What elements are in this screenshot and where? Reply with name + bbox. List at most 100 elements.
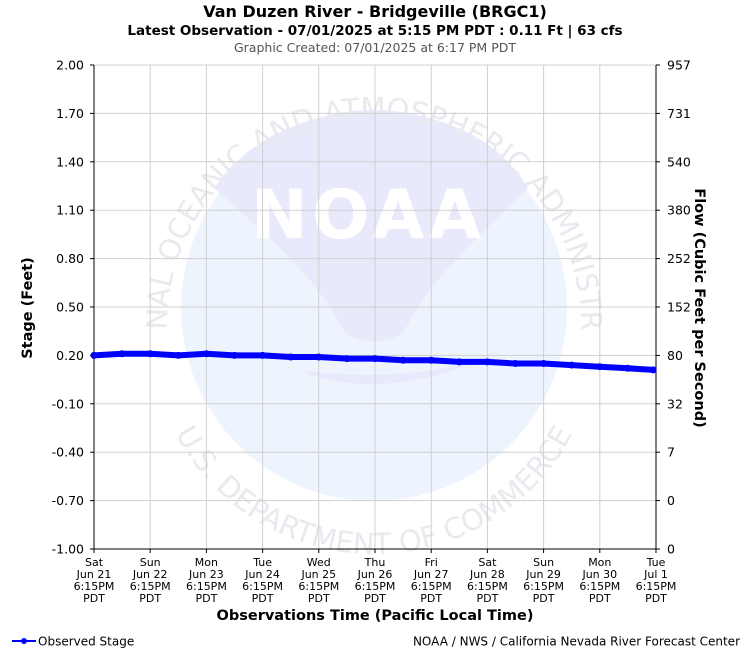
noaa-wave-icon [300,350,500,384]
flow-axis-ticks: 957 731 540 380 252 152 80 32 7 0 0 [656,58,691,557]
x-tick-line: Mon [195,556,218,569]
y-tick-label: 0.80 [56,251,84,266]
y2-tick-label: 957 [667,58,691,73]
noaa-logo-text: NOAA [251,176,485,255]
x-tick-line: PDT [364,592,386,605]
y2-tick-label: 252 [667,251,691,266]
x-tick-line: 6:15PM [523,580,564,593]
y2-tick-label: 731 [667,106,691,121]
data-point [343,355,351,363]
x-tick-line: Jun 28 [469,568,505,581]
y-tick-label: -0.70 [52,493,84,508]
y-tick-label: -0.40 [52,445,84,460]
x-tick-label: Wed Jun 25 6:15PM PDT [298,556,339,605]
data-point [90,351,98,359]
legend: Observed Stage [12,635,134,649]
x-tick-label: Tue Jun 24 6:15PM PDT [242,556,283,605]
y-tick-label: 0.20 [56,348,84,363]
x-tick-line: Jun 27 [413,568,449,581]
y2-tick-label: 80 [667,348,683,363]
y2-tick-label: 32 [667,396,683,411]
x-tick-line: PDT [589,592,611,605]
y-tick-label: -1.00 [52,542,84,557]
y2-tick-label: 152 [667,300,691,315]
x-tick-line: Jun 26 [357,568,393,581]
stage-axis-ticks: 2.00 1.70 1.40 1.10 0.80 0.50 0.20 -0.10 -0.40 -0… [52,58,94,557]
x-tick-line: Jun 23 [188,568,224,581]
x-tick-line: Thu [364,556,386,569]
x-tick-line: Jun 22 [132,568,168,581]
y2-axis-label: Flow (Cubic Feet per Second) [691,188,707,427]
x-tick-label: Sun Jun 29 6:15PM PDT [523,556,564,605]
x-tick-line: Sat [85,556,104,569]
x-tick-line: Tue [252,556,272,569]
y2-tick-label: 0 [667,542,675,557]
x-tick-line: Jul 1 [643,568,668,581]
y-tick-label: 1.70 [56,106,84,121]
y2-tick-label: 0 [667,493,675,508]
data-point [202,350,210,358]
x-axis-label: Observations Time (Pacific Local Time) [217,608,534,624]
x-tick-line: 6:15PM [579,580,620,593]
y-axis-label: Stage (Feet) [20,257,36,359]
x-tick-line: Sun [140,556,161,569]
noaa-gull-icon [214,110,528,342]
data-point [259,351,267,359]
x-tick-line: Jun 30 [581,568,617,581]
x-tick-line: Mon [588,556,611,569]
x-tick-line: PDT [139,592,161,605]
footer-credit: NOAA / NWS / California Nevada River For… [413,635,740,649]
x-tick-label: Mon Jun 30 6:15PM PDT [579,556,620,605]
x-tick-label: Sun Jun 22 6:15PM PDT [130,556,171,605]
data-point [315,353,323,361]
data-point [371,355,379,363]
x-tick-line: 6:15PM [74,580,115,593]
x-tick-line: Wed [307,556,331,569]
x-tick-label: Mon Jun 23 6:15PM PDT [186,556,227,605]
x-tick-label: Fri Jun 27 6:15PM PDT [411,556,452,605]
data-point [649,366,657,374]
x-tick-line: Jun 21 [76,568,112,581]
data-point [399,356,407,364]
latest-observation: Latest Observation - 07/01/2025 at 5:15 … [127,23,622,39]
chart-title: Van Duzen River - Bridgeville (BRGC1) [203,2,547,21]
legend-label: Observed Stage [38,635,134,649]
x-tick-line: 6:15PM [130,580,171,593]
grid [93,64,657,550]
x-tick-label: Thu Jun 26 6:15PM PDT [355,556,396,605]
x-tick-line: PDT [83,592,105,605]
x-tick-line: Jun 25 [300,568,336,581]
data-point [146,350,154,358]
y-tick-label: 2.00 [56,58,84,73]
data-point [512,359,519,367]
x-tick-label: Tue Jul 1 6:15PM PDT [636,556,677,605]
x-tick-line: 6:15PM [636,580,677,593]
x-tick-line: PDT [308,592,330,605]
x-tick-line: Sun [533,556,554,569]
x-tick-line: Tue [646,556,666,569]
y-tick-label: -0.10 [52,396,84,411]
data-point [483,358,491,366]
x-tick-line: PDT [252,592,274,605]
data-point [118,350,126,358]
x-tick-line: PDT [476,592,498,605]
legend-marker [21,638,27,644]
y2-tick-label: 540 [667,154,691,169]
data-point [174,351,182,359]
x-tick-line: Jun 24 [244,568,280,581]
x-tick-line: PDT [420,592,442,605]
y2-tick-label: 7 [667,445,675,460]
y-tick-label: 1.40 [56,154,84,169]
data-point [427,356,435,364]
x-tick-line: 6:15PM [186,580,227,593]
x-tick-line: 6:15PM [355,580,396,593]
data-point [596,363,604,371]
x-tick-line: PDT [533,592,555,605]
series-observed-stage [90,350,657,374]
x-tick-line: 6:15PM [411,580,452,593]
x-tick-line: 6:15PM [242,580,283,593]
graphic-created: Graphic Created: 07/01/2025 at 6:17 PM P… [234,40,516,55]
noaa-watermark: NOAA NATIONAL OCEANIC AND ATMOSPHERIC AD… [0,0,608,561]
